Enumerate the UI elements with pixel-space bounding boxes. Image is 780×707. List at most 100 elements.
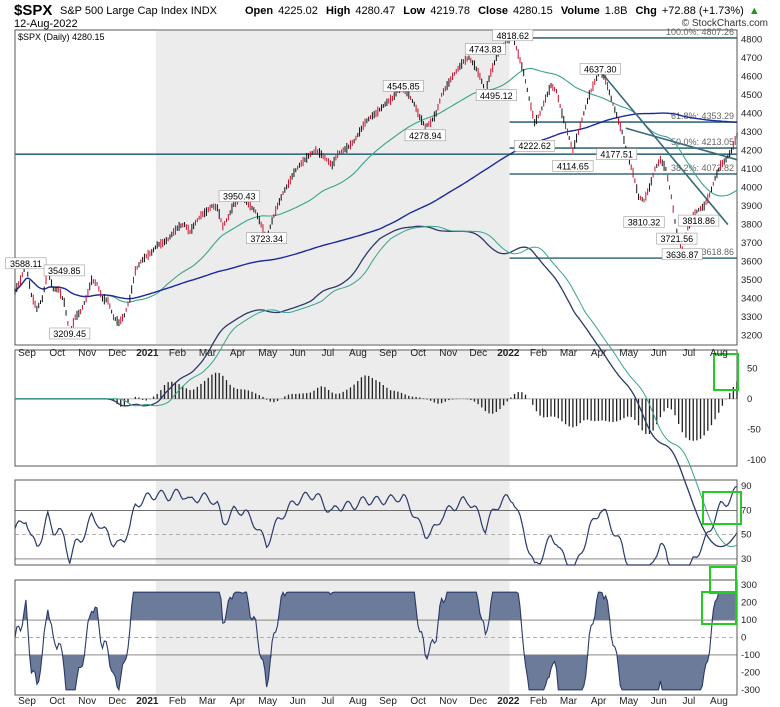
- chg-value: +72.88 (+1.73%): [661, 5, 744, 17]
- price-label: 3810.32: [628, 218, 661, 228]
- month-label: Nov: [439, 348, 457, 359]
- cci-tick-label: 300: [741, 580, 757, 591]
- month-label: May: [619, 696, 638, 707]
- month-label: Mar: [560, 348, 578, 359]
- price-label: 4743.83: [469, 45, 502, 55]
- chart-legend: $SPX (Daily) 4280.15: [18, 32, 105, 42]
- low-label: Low: [403, 5, 426, 17]
- month-label: Feb: [530, 348, 548, 359]
- month-label: Oct: [49, 348, 65, 359]
- rsi-tick-label: 70: [741, 505, 752, 516]
- chart-header: $SPX S&P 500 Large Cap Index INDX 12-Aug…: [0, 0, 780, 30]
- month-label: May: [619, 348, 638, 359]
- price-label: 3818.86: [682, 216, 715, 226]
- trend-line: [597, 68, 729, 226]
- month-label: Jul: [321, 348, 334, 359]
- fib-label: 38.2%: 4072.82: [671, 163, 734, 173]
- highlight-box: [702, 491, 742, 525]
- highlight-box: [709, 566, 737, 594]
- cci-tick-label: -100: [741, 650, 760, 661]
- month-label: 2021: [136, 348, 159, 359]
- cci-tick-label: 200: [741, 598, 757, 609]
- exchange-label: INDX: [190, 5, 217, 17]
- price-label-box: [404, 129, 446, 142]
- price-tick-label: 4800: [741, 34, 762, 45]
- price-label-box: [475, 89, 517, 102]
- price-label-box: [246, 232, 288, 245]
- price-label: 4177.51: [600, 150, 633, 160]
- quote-bar: Open 4225.02 High 4280.47 Low 4219.78 Close…: [245, 5, 765, 17]
- month-label: May: [258, 696, 277, 707]
- price-tick-label: 4200: [741, 145, 762, 156]
- high-value: 4280.47: [355, 5, 396, 17]
- price-label-box: [579, 63, 621, 75]
- cci-overbought-fill: [15, 592, 737, 621]
- open-label: Open: [245, 5, 274, 17]
- symbol: $SPX: [14, 2, 53, 19]
- x-axis: Sep Sep Oct Oct Nov Nov Dec Dec 2021 2021 Feb Feb Ma…: [18, 348, 728, 707]
- price-label: 3549.85: [48, 266, 81, 276]
- month-label: Apr: [591, 696, 607, 707]
- price-label: 3209.45: [53, 329, 86, 339]
- low-value: 4219.78: [430, 5, 470, 17]
- cci-panel: 300 200 100 0 -100 -200 -300: [14, 566, 760, 696]
- price-label: 4545.85: [387, 81, 420, 91]
- year-shade: [155, 351, 510, 465]
- macd-tick-label: -100: [747, 455, 766, 466]
- price-tick-label: 4300: [741, 127, 762, 138]
- cci-tick-label: 100: [741, 615, 757, 626]
- price-label-box: [382, 80, 424, 92]
- month-label: Mar: [560, 696, 578, 707]
- macd-tick-label: 50: [747, 363, 758, 374]
- month-label: Jun: [290, 696, 306, 707]
- month-label: Dec: [108, 348, 126, 359]
- month-label: Sep: [379, 348, 397, 359]
- month-label: Feb: [169, 696, 187, 707]
- price-tick-label: 4500: [741, 90, 762, 101]
- fib-label: 50.0%: 4213.05: [671, 137, 734, 147]
- macd-signal-line: [15, 225, 738, 548]
- price-tick-label: 4100: [741, 164, 762, 175]
- month-label: Jun: [290, 348, 306, 359]
- ma50-line: [14, 67, 738, 303]
- month-label: Mar: [199, 696, 217, 707]
- month-label: Sep: [18, 348, 36, 359]
- brand-watermark: © StockCharts.com: [681, 18, 768, 29]
- price-label-box: [492, 29, 534, 42]
- price-tick-label: 3400: [741, 294, 762, 305]
- cci-line: [14, 591, 737, 692]
- price-tick-label: 3300: [741, 312, 762, 323]
- price-label-box: [218, 190, 260, 202]
- highlight-box: [713, 353, 739, 391]
- rsi-tick-label: 30: [741, 554, 752, 565]
- index-name: S&P 500 Large Cap Index INDX: [60, 5, 217, 17]
- open-value: 4225.02: [278, 5, 318, 17]
- index-title: S&P 500 Large Cap Index: [60, 5, 188, 17]
- close-label: Close: [478, 5, 509, 17]
- rsi-tick-label: 50: [741, 530, 752, 541]
- rsi-panel: 90 70 50 30: [14, 481, 752, 566]
- month-label: Apr: [591, 348, 607, 359]
- up-arrow-icon: ▲: [748, 5, 760, 17]
- cci-tick-label: -200: [741, 667, 760, 678]
- price-label-box: [552, 160, 594, 172]
- chg-label: Chg: [635, 5, 657, 17]
- price-tick-label: 4000: [741, 183, 762, 194]
- fib-label: 0.0%: 3618.86: [676, 247, 734, 257]
- price-tick-label: 3700: [741, 238, 762, 249]
- price-label: 3721.56: [661, 234, 694, 244]
- month-label: Feb: [530, 696, 548, 707]
- price-label-box: [623, 216, 665, 228]
- price-tick-label: 3600: [741, 257, 762, 268]
- month-label: Nov: [439, 696, 457, 707]
- price-label: 3950.43: [223, 192, 256, 202]
- price-label-box: [43, 264, 85, 277]
- price-tick-label: 4600: [741, 71, 762, 82]
- year-shade: [155, 481, 510, 564]
- volume-value: 1.8B: [604, 5, 628, 17]
- price-tick-label: 3800: [741, 220, 762, 231]
- month-label: Aug: [349, 348, 367, 359]
- price-panel: 3200 3300 3400 3500 3600 3700 3800 3900 4000 4100…: [5, 27, 762, 342]
- price-label: 3636.87: [666, 250, 699, 260]
